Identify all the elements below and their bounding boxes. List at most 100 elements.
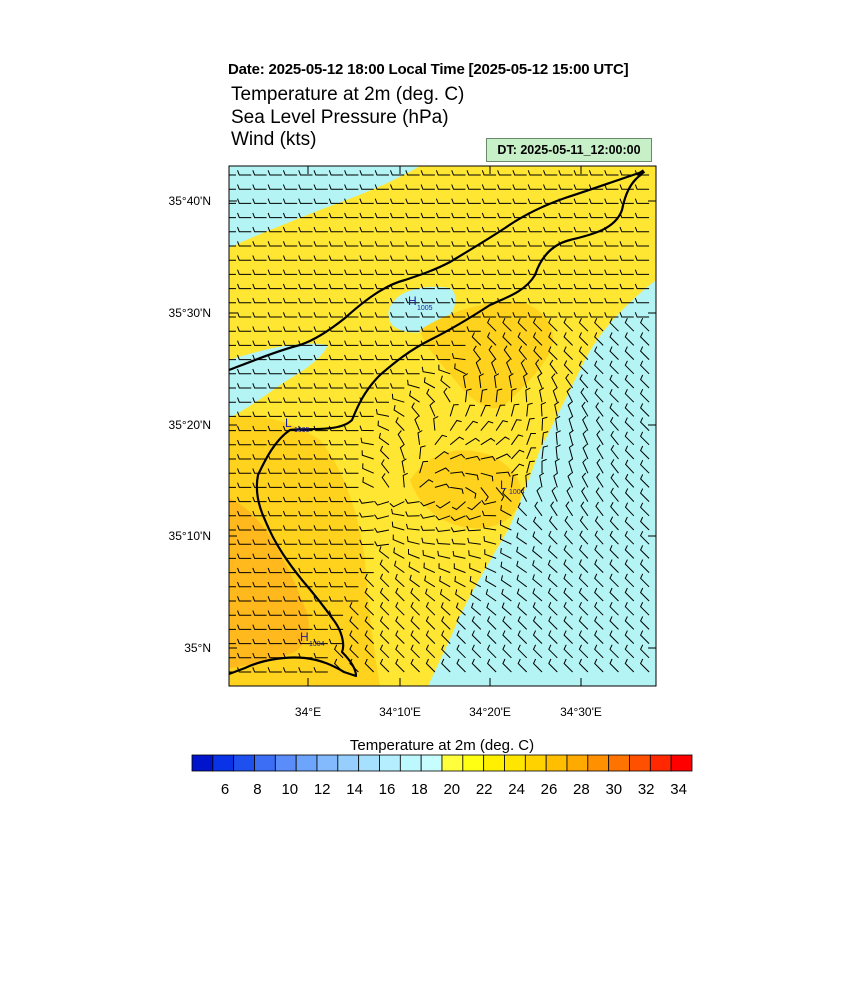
wind-barb — [450, 515, 466, 522]
wind-barb — [282, 383, 298, 389]
wind-barb — [573, 212, 588, 219]
wind-barb — [624, 616, 635, 630]
wind-barb — [344, 553, 359, 559]
wind-barb — [252, 312, 267, 318]
wind-barb — [563, 573, 573, 588]
wind-barb — [298, 496, 313, 503]
wind-barb — [486, 332, 497, 346]
wind-barb — [405, 511, 420, 517]
wind-barb — [405, 269, 420, 275]
wind-barb — [610, 459, 619, 474]
wind-barb — [359, 212, 374, 219]
wind-barb — [483, 536, 497, 545]
wind-barb — [395, 587, 405, 602]
wind-barb — [527, 269, 542, 275]
wind-barb — [313, 454, 328, 460]
wind-barb — [344, 326, 359, 332]
wind-barb — [594, 388, 604, 403]
wind-barb — [425, 630, 436, 644]
wind-barb — [328, 297, 344, 304]
wind-barb — [639, 601, 650, 616]
wind-barb — [435, 501, 451, 509]
wind-barb — [550, 501, 558, 517]
wind-barb — [344, 170, 359, 176]
wind-barb — [252, 283, 267, 290]
wind-barb — [471, 644, 482, 659]
wind-barb — [282, 354, 298, 361]
wind-barb — [581, 487, 589, 502]
wind-barb — [328, 496, 344, 503]
wind-barb — [548, 332, 558, 346]
wind-barb — [229, 359, 236, 361]
wind-barb — [604, 198, 619, 204]
wind-barb — [433, 415, 439, 431]
wind-barb — [604, 255, 619, 261]
wind-barb — [548, 644, 558, 659]
wind-barb — [344, 581, 359, 588]
wind-barb — [282, 610, 298, 616]
wind-barb — [267, 510, 282, 517]
wind-barb — [568, 415, 574, 431]
wind-barb — [405, 340, 420, 346]
wind-barb — [532, 545, 543, 559]
wind-barb — [471, 616, 482, 630]
title-temperature: Temperature at 2m (deg. C) — [231, 84, 465, 105]
wind-barb — [267, 354, 282, 361]
wind-barb — [313, 496, 328, 503]
wind-barb — [624, 317, 635, 332]
wind-barb — [379, 587, 390, 602]
wind-barb — [594, 332, 604, 346]
wind-barb — [359, 411, 374, 417]
wind-barb — [512, 312, 527, 318]
coastline-south — [229, 173, 643, 678]
wind-barb — [532, 574, 543, 588]
wind-barb — [229, 202, 236, 204]
wind-barb — [402, 472, 408, 488]
wind-barb — [298, 553, 313, 559]
wind-barb — [405, 212, 420, 219]
wind-barb — [401, 458, 407, 474]
wind-barb — [252, 241, 267, 247]
wind-barb — [537, 373, 543, 389]
wind-barb — [298, 510, 313, 517]
wind-barb — [497, 212, 512, 219]
wind-barb — [503, 345, 512, 360]
wind-barb — [252, 269, 267, 275]
wind-barb — [465, 388, 472, 403]
wind-barb — [313, 312, 328, 318]
wind-barb — [267, 241, 282, 247]
wind-barb — [588, 283, 604, 290]
wind-barb — [405, 368, 420, 375]
wind-barb — [484, 549, 497, 559]
wind-barb — [359, 312, 374, 318]
wind-barb — [390, 198, 405, 204]
wind-barb — [435, 170, 451, 176]
wind-barb — [594, 587, 604, 602]
wind-barb — [512, 184, 527, 190]
wind-barb — [282, 326, 298, 332]
wind-barb — [595, 402, 604, 417]
wind-barb — [379, 573, 390, 588]
colorbar-tick-label: 26 — [541, 781, 558, 798]
colorbar-title: Temperature at 2m (deg. C) — [349, 737, 535, 754]
wind-barb — [267, 397, 282, 403]
wind-barb — [485, 575, 497, 588]
wind-barb — [558, 312, 573, 318]
wind-barb — [547, 588, 558, 602]
wind-barb — [364, 658, 375, 673]
wind-barb — [313, 212, 328, 219]
wind-barb — [480, 456, 496, 462]
wind-barb — [252, 553, 267, 559]
wind-barb — [405, 241, 420, 247]
wind-barb — [390, 326, 405, 332]
wind-barb — [229, 302, 236, 304]
wind-barb — [451, 269, 466, 275]
title-wind: Wind (kts) — [231, 129, 317, 150]
wind-barb — [610, 430, 619, 446]
wind-barb — [379, 445, 390, 460]
wind-barb — [395, 630, 405, 644]
wind-barb — [609, 416, 619, 431]
wind-barb — [639, 630, 650, 644]
wind-barb — [580, 501, 589, 517]
wind-barb — [359, 269, 374, 275]
